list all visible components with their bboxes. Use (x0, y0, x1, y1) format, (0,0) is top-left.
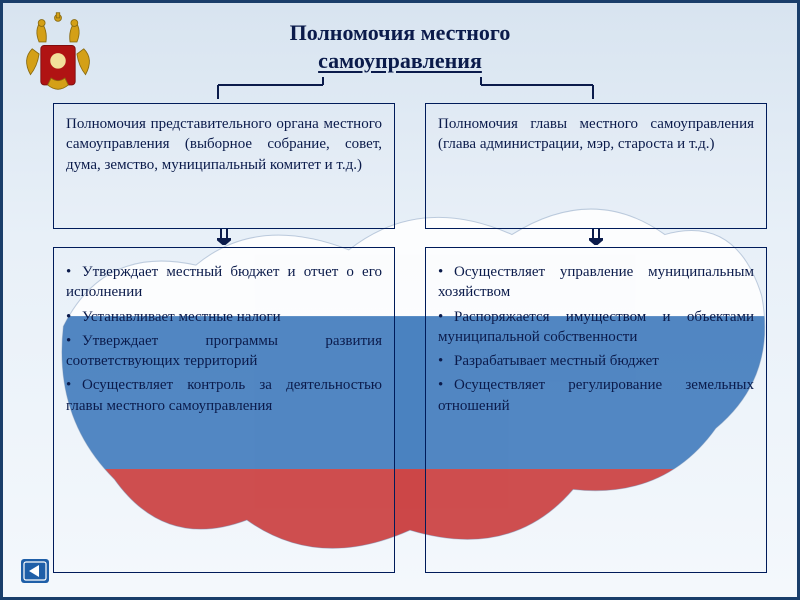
columns: Полномочия представительного органа мест… (53, 103, 767, 573)
arrow-down-icon (589, 229, 603, 245)
list-item: Осуществляет регулирование земельных отн… (438, 375, 754, 416)
left-head-text: Полномочия представительного органа мест… (66, 116, 382, 173)
list-item: Устанавливает местные налоги (66, 307, 382, 327)
list-item: Осуществляет контроль за деятельностью г… (66, 375, 382, 416)
slide-frame: Полномочия местного самоуправления Полно… (0, 0, 800, 600)
left-column: Полномочия представительного органа мест… (53, 103, 395, 573)
title-line-2: самоуправления (3, 47, 797, 75)
right-body-box: Осуществляет управление муниципальным хо… (425, 247, 767, 573)
right-head-box: Полномочия главы местного самоуправления… (425, 103, 767, 229)
list-item: Утверждает местный бюджет и отчет о его … (66, 262, 382, 303)
slide-title: Полномочия местного самоуправления (3, 19, 797, 74)
list-item: Осуществляет управление муниципальным хо… (438, 262, 754, 303)
list-item: Утверждает программы развития соответств… (66, 331, 382, 372)
right-head-text: Полномочия главы местного самоуправления… (438, 116, 754, 152)
list-item: Распоряжается имуществом и объектами мун… (438, 307, 754, 348)
list-item: Разрабатывает местный бюджет (438, 351, 754, 371)
left-body-box: Утверждает местный бюджет и отчет о его … (53, 247, 395, 573)
left-list: Утверждает местный бюджет и отчет о его … (66, 262, 382, 416)
title-fork-connector (3, 77, 800, 99)
right-list: Осуществляет управление муниципальным хо… (438, 262, 754, 416)
title-line-1: Полномочия местного (3, 19, 797, 47)
arrow-down-icon (217, 229, 231, 245)
nav-back-button[interactable] (21, 559, 49, 583)
left-head-box: Полномочия представительного органа мест… (53, 103, 395, 229)
right-column: Полномочия главы местного самоуправления… (425, 103, 767, 573)
